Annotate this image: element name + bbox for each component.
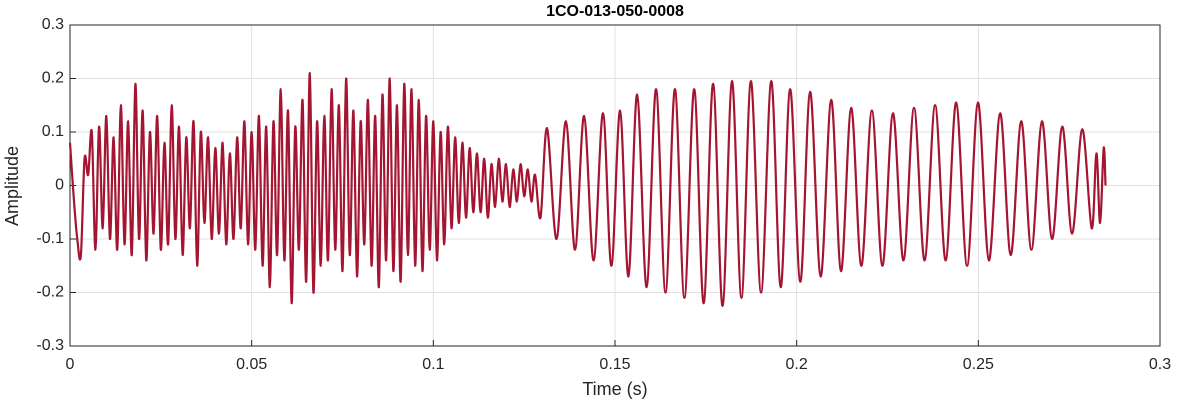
y-tick-label: -0.1 (36, 230, 64, 247)
x-tick-label: 0.15 (599, 356, 630, 373)
x-tick-label: 0.1 (422, 356, 444, 373)
x-tick-label: 0.25 (963, 356, 994, 373)
chart-title: 1CO-013-050-0008 (546, 3, 684, 20)
y-tick-label: 0 (55, 177, 64, 194)
y-axis-label: Amplitude (2, 146, 22, 226)
y-tick-label: 0.1 (42, 123, 64, 140)
signal-line (68, 72, 1107, 307)
x-tick-label: 0.2 (786, 356, 808, 373)
x-axis-label: Time (s) (582, 379, 647, 399)
y-tick-label: -0.2 (36, 284, 64, 301)
x-tick-label: 0.3 (1149, 356, 1171, 373)
plot-frame (69, 24, 1161, 347)
y-tick-label: 0.3 (42, 16, 64, 33)
y-tick-label: 0.2 (42, 70, 64, 87)
y-tick-label: -0.3 (36, 337, 64, 354)
x-tick-label: 0 (66, 356, 75, 373)
x-tick-label: 0.05 (236, 356, 267, 373)
